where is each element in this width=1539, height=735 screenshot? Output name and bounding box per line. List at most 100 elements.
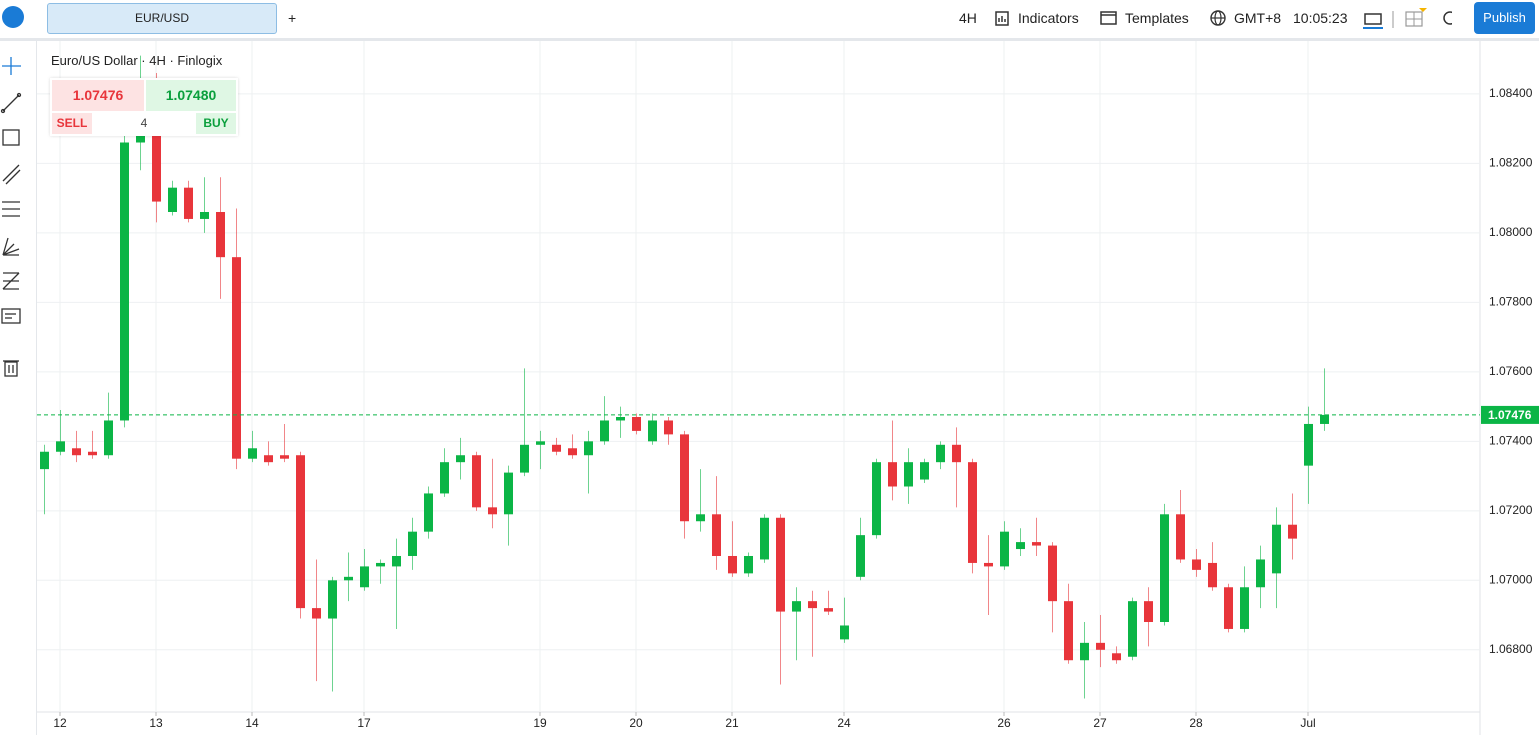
candle-body: [936, 444, 945, 463]
x-tick-label: Jul: [1300, 716, 1315, 730]
candle-body: [952, 444, 961, 463]
y-tick-label: 1.06800: [1489, 642, 1533, 656]
candle-body: [968, 462, 977, 563]
drawing-tools: [0, 41, 37, 735]
candle-body: [1176, 514, 1185, 560]
candle-body: [792, 601, 801, 612]
x-tick-label: 14: [245, 716, 259, 730]
x-tick-label: 21: [725, 716, 739, 730]
candle-body: [504, 472, 513, 515]
candle-body: [408, 531, 417, 556]
candle-body: [808, 601, 817, 609]
candle-body: [1128, 601, 1137, 657]
candle-body: [904, 462, 913, 487]
y-tick-label: 1.07400: [1489, 433, 1533, 447]
candle-body: [456, 455, 465, 463]
candle-body: [664, 420, 673, 435]
candle-body: [1320, 414, 1329, 424]
y-tick-label: 1.07200: [1489, 503, 1533, 517]
candle-body: [248, 448, 257, 459]
candle-body: [472, 455, 481, 508]
candle-body: [168, 187, 177, 212]
tool-icons: [0, 57, 22, 377]
candle-body: [488, 507, 497, 515]
candle-body: [200, 211, 209, 219]
candle-body: [1304, 423, 1313, 466]
candle-body: [328, 580, 337, 619]
candle-body: [1208, 562, 1217, 588]
candle-body: [136, 135, 145, 143]
symbol-tab[interactable]: EUR/USD: [47, 3, 277, 34]
last-price-label: 1.07476: [1488, 408, 1532, 422]
candle-body: [312, 608, 321, 619]
x-tick-label: 19: [533, 716, 547, 730]
candle-body: [296, 455, 305, 609]
candle-body: [872, 462, 881, 536]
y-tick-label: 1.07000: [1489, 572, 1533, 586]
candle-body: [1224, 587, 1233, 629]
candle-body: [1240, 587, 1249, 629]
candle-body: [1016, 542, 1025, 550]
candle-body: [1192, 559, 1201, 570]
logo[interactable]: [2, 6, 24, 28]
candle-body: [360, 566, 369, 588]
sell-button[interactable]: SELL: [52, 113, 92, 134]
templates[interactable]: Templates: [1125, 10, 1189, 26]
candle-body: [440, 462, 449, 494]
top-bar: EUR/USD + 4H Indicators Templates GMT+8 …: [0, 0, 1539, 41]
chart-title: Euro/US Dollar · 4H · Finlogix: [51, 53, 223, 68]
y-tick-label: 1.08400: [1489, 86, 1533, 100]
candle-body: [72, 448, 81, 456]
candle-body: [184, 187, 193, 219]
candle-body: [1032, 542, 1041, 546]
timezone[interactable]: GMT+8: [1234, 10, 1282, 26]
x-tick-label: 20: [629, 716, 643, 730]
candle-body: [520, 444, 529, 473]
candle-body: [88, 451, 97, 456]
candle-body: [1272, 524, 1281, 574]
globe-icon: [1210, 10, 1226, 26]
sell-price[interactable]: 1.07476: [52, 80, 144, 111]
x-tick-label: 12: [53, 716, 67, 730]
candle-body: [344, 576, 353, 581]
candle-body: [40, 451, 49, 470]
candle-body: [760, 517, 769, 560]
candle-body: [744, 555, 753, 574]
y-tick-label: 1.08000: [1489, 225, 1533, 239]
interval[interactable]: 4H: [959, 10, 977, 26]
candle-body: [1080, 642, 1089, 661]
buy-price[interactable]: 1.07480: [146, 80, 236, 111]
candle-body: [56, 441, 65, 452]
buy-button[interactable]: BUY: [196, 113, 236, 134]
indicators-icon: [995, 11, 1009, 26]
candle-body: [728, 555, 737, 574]
indicators[interactable]: Indicators: [1018, 10, 1079, 26]
toolbar-icons: [1363, 8, 1452, 29]
x-tick-label: 13: [149, 716, 163, 730]
clock: 10:05:23: [1293, 10, 1348, 26]
templates-icon: [1100, 11, 1117, 25]
candle-body: [776, 517, 785, 612]
candle-body: [120, 142, 129, 421]
candle-body: [856, 535, 865, 577]
candle-body: [536, 441, 545, 445]
candle-body: [840, 625, 849, 640]
x-tick-label: 17: [357, 716, 371, 730]
candle-body: [1000, 531, 1009, 567]
publish-button[interactable]: Publish: [1474, 2, 1535, 34]
candle-body: [264, 455, 273, 463]
candle-body: [584, 441, 593, 456]
spread: 4: [140, 116, 148, 130]
candle-body: [632, 417, 641, 431]
candle-body: [1256, 559, 1265, 588]
candle-body: [376, 562, 385, 567]
candle-body: [648, 420, 657, 442]
candle-body: [216, 211, 225, 258]
add-tab[interactable]: +: [288, 10, 297, 26]
x-tick-label: 26: [997, 716, 1011, 730]
candle-body: [552, 444, 561, 452]
candle-body: [1144, 601, 1153, 623]
candle-body: [824, 608, 833, 612]
